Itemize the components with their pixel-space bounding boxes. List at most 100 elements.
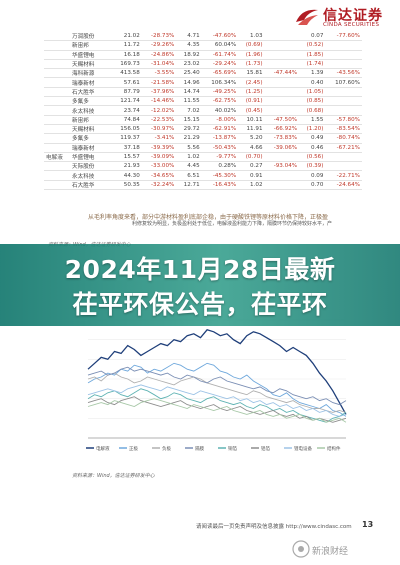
table-group-cell (44, 105, 70, 116)
value-cell: 25.40 (176, 68, 202, 79)
value-cell: 0.49 (299, 133, 326, 144)
value-cell: -22.53% (141, 114, 177, 125)
value-cell: -62.91% (201, 124, 239, 135)
value-cell: 413.58 (112, 68, 142, 79)
value-cell: -43.56% (325, 68, 362, 79)
value-cell: (0.45) (238, 105, 265, 116)
value-cell: 4.45 (176, 161, 202, 172)
value-cell: -32.24% (141, 180, 177, 191)
value-cell (325, 96, 362, 107)
value-cell: 15.81 (238, 68, 265, 79)
table-row: 电解液 华盛锂电 15.57 -39.09% 1.02 -9.77% (0.70) (0.56… (44, 152, 362, 163)
value-cell: (0.70) (238, 152, 265, 163)
value-cell: 0.27 (238, 161, 265, 172)
value-cell: 0.40 (299, 77, 326, 88)
series-line-2 (87, 372, 347, 413)
value-cell: 106.34% (201, 77, 239, 88)
value-cell: -39.39% (141, 143, 177, 153)
table-row: 新宙邦 11.72 -29.26% 4.35 60.04% (0.69) (0.52) (44, 40, 362, 51)
logo-text: 信达证券 (323, 8, 383, 24)
table-row: 瑞泰新材 37.18 -39.39% 5.56 -50.43% 4.66 -39.06% 0.… (44, 143, 362, 153)
value-cell: 1.03 (238, 32, 265, 42)
table-group-cell (44, 114, 70, 125)
value-cell: 50.35 (112, 180, 142, 191)
company-name-cell: 瑞泰新材 (70, 143, 112, 153)
table-group-cell (44, 77, 70, 88)
value-cell (264, 180, 300, 191)
value-cell (325, 40, 362, 51)
value-cell: -47.44% (264, 68, 300, 79)
valuation-table: 万润股份 21.02 -28.73% 4.71 -47.60% 1.03 0.07 -77.6… (44, 32, 362, 191)
value-cell: 37.18 (112, 143, 142, 153)
value-cell: (0.39) (299, 161, 326, 172)
company-name-cell: 瑞泰新材 (70, 77, 112, 88)
value-cell: -30.97% (141, 124, 177, 135)
company-name-cell: 万润股份 (70, 32, 112, 42)
value-cell: -47.50% (264, 114, 300, 125)
value-cell: 1.02 (176, 152, 202, 163)
legend-label: 电解液 (96, 445, 110, 452)
legend-label: 正极 (129, 445, 138, 452)
value-cell: -9.77% (201, 152, 239, 163)
value-cell: -34.65% (141, 170, 177, 181)
value-cell: -13.87% (201, 133, 239, 144)
value-cell: 107.60% (325, 77, 362, 88)
value-cell: 44.30 (112, 170, 142, 181)
company-name-cell: 海科新源 (70, 68, 112, 79)
value-cell: -50.43% (201, 143, 239, 153)
value-cell: 0.91 (238, 170, 265, 181)
value-cell (264, 96, 300, 107)
value-cell: -61.74% (201, 50, 239, 60)
table-group-cell (44, 161, 70, 172)
value-cell: 121.74 (112, 96, 142, 107)
value-cell: 87.79 (112, 87, 142, 98)
margin-line-chart: 电解液 正极 负极 隔膜 铜箔 铝箔 锂电设备 结构件 (86, 319, 347, 452)
chart-caption-cont: 利修复较为明显，负极盈利处于低位，电解液盈利能力下降，隔膜环节仍保持较好水平，产 (132, 221, 333, 227)
value-cell (325, 50, 362, 60)
value-cell: 21.93 (112, 161, 142, 172)
table-row: 天赐材料 169.73 -31.04% 23.02 -29.24% (1.73) (1.74… (44, 59, 362, 70)
value-cell: -8.00% (201, 114, 239, 125)
value-cell: (1.74) (299, 59, 326, 70)
value-cell: -14.46% (141, 96, 177, 107)
value-cell (264, 170, 300, 181)
value-cell: 14.96 (176, 77, 202, 88)
headline-banner (0, 244, 400, 326)
table-row: 多氟多 121.74 -14.46% 11.55 -62.75% (0.91) (0.85) (44, 96, 362, 107)
table-group-cell: 电解液 (44, 152, 70, 163)
table-group-cell (44, 32, 70, 42)
value-cell: 7.02 (176, 105, 202, 116)
table-row: 海科新源 413.58 -3.55% 25.40 -65.69% 15.81 -47.44%… (44, 68, 362, 79)
table-group-cell (44, 68, 70, 79)
series-line-1 (87, 362, 347, 417)
table-row: 石大胜华 87.79 -37.96% 14.74 -49.25% (1.25) (1.05) (44, 87, 362, 98)
value-cell: 21.02 (112, 32, 142, 42)
table-group-cell (44, 59, 70, 70)
legend-label: 锂电设备 (294, 445, 312, 452)
series-line-7 (87, 398, 347, 423)
value-cell: -62.75% (201, 96, 239, 107)
value-cell: (0.52) (299, 40, 326, 51)
page-number: 13 (362, 520, 374, 529)
company-name-cell: 华盛锂电 (70, 152, 112, 163)
value-cell: 57.61 (112, 77, 142, 88)
series-line-0 (87, 329, 347, 415)
value-cell (264, 50, 300, 60)
weibo-watermark-icon (292, 540, 310, 558)
value-cell: 15.57 (112, 152, 142, 163)
value-cell: 16.18 (112, 50, 142, 60)
logo-subtext: CINDA SECURITIES (323, 22, 380, 28)
company-name-cell: 新宙邦 (70, 40, 112, 51)
table-row: 瑞泰新材 57.61 -21.58% 14.96 106.34% (2.45) 0.40 10… (44, 77, 362, 88)
value-cell: -45.30% (201, 170, 239, 181)
value-cell: 11.91 (238, 124, 265, 135)
value-cell: -39.06% (264, 143, 300, 153)
value-cell: -22.71% (325, 170, 362, 181)
value-cell (264, 105, 300, 116)
legend-label: 隔膜 (195, 445, 204, 452)
table-row: 天赐材料 156.05 -30.97% 29.72 -62.91% 11.91 -66.92… (44, 124, 362, 135)
value-cell: 23.02 (176, 59, 202, 70)
value-cell: -3.55% (141, 68, 177, 79)
value-cell: -29.26% (141, 40, 177, 51)
